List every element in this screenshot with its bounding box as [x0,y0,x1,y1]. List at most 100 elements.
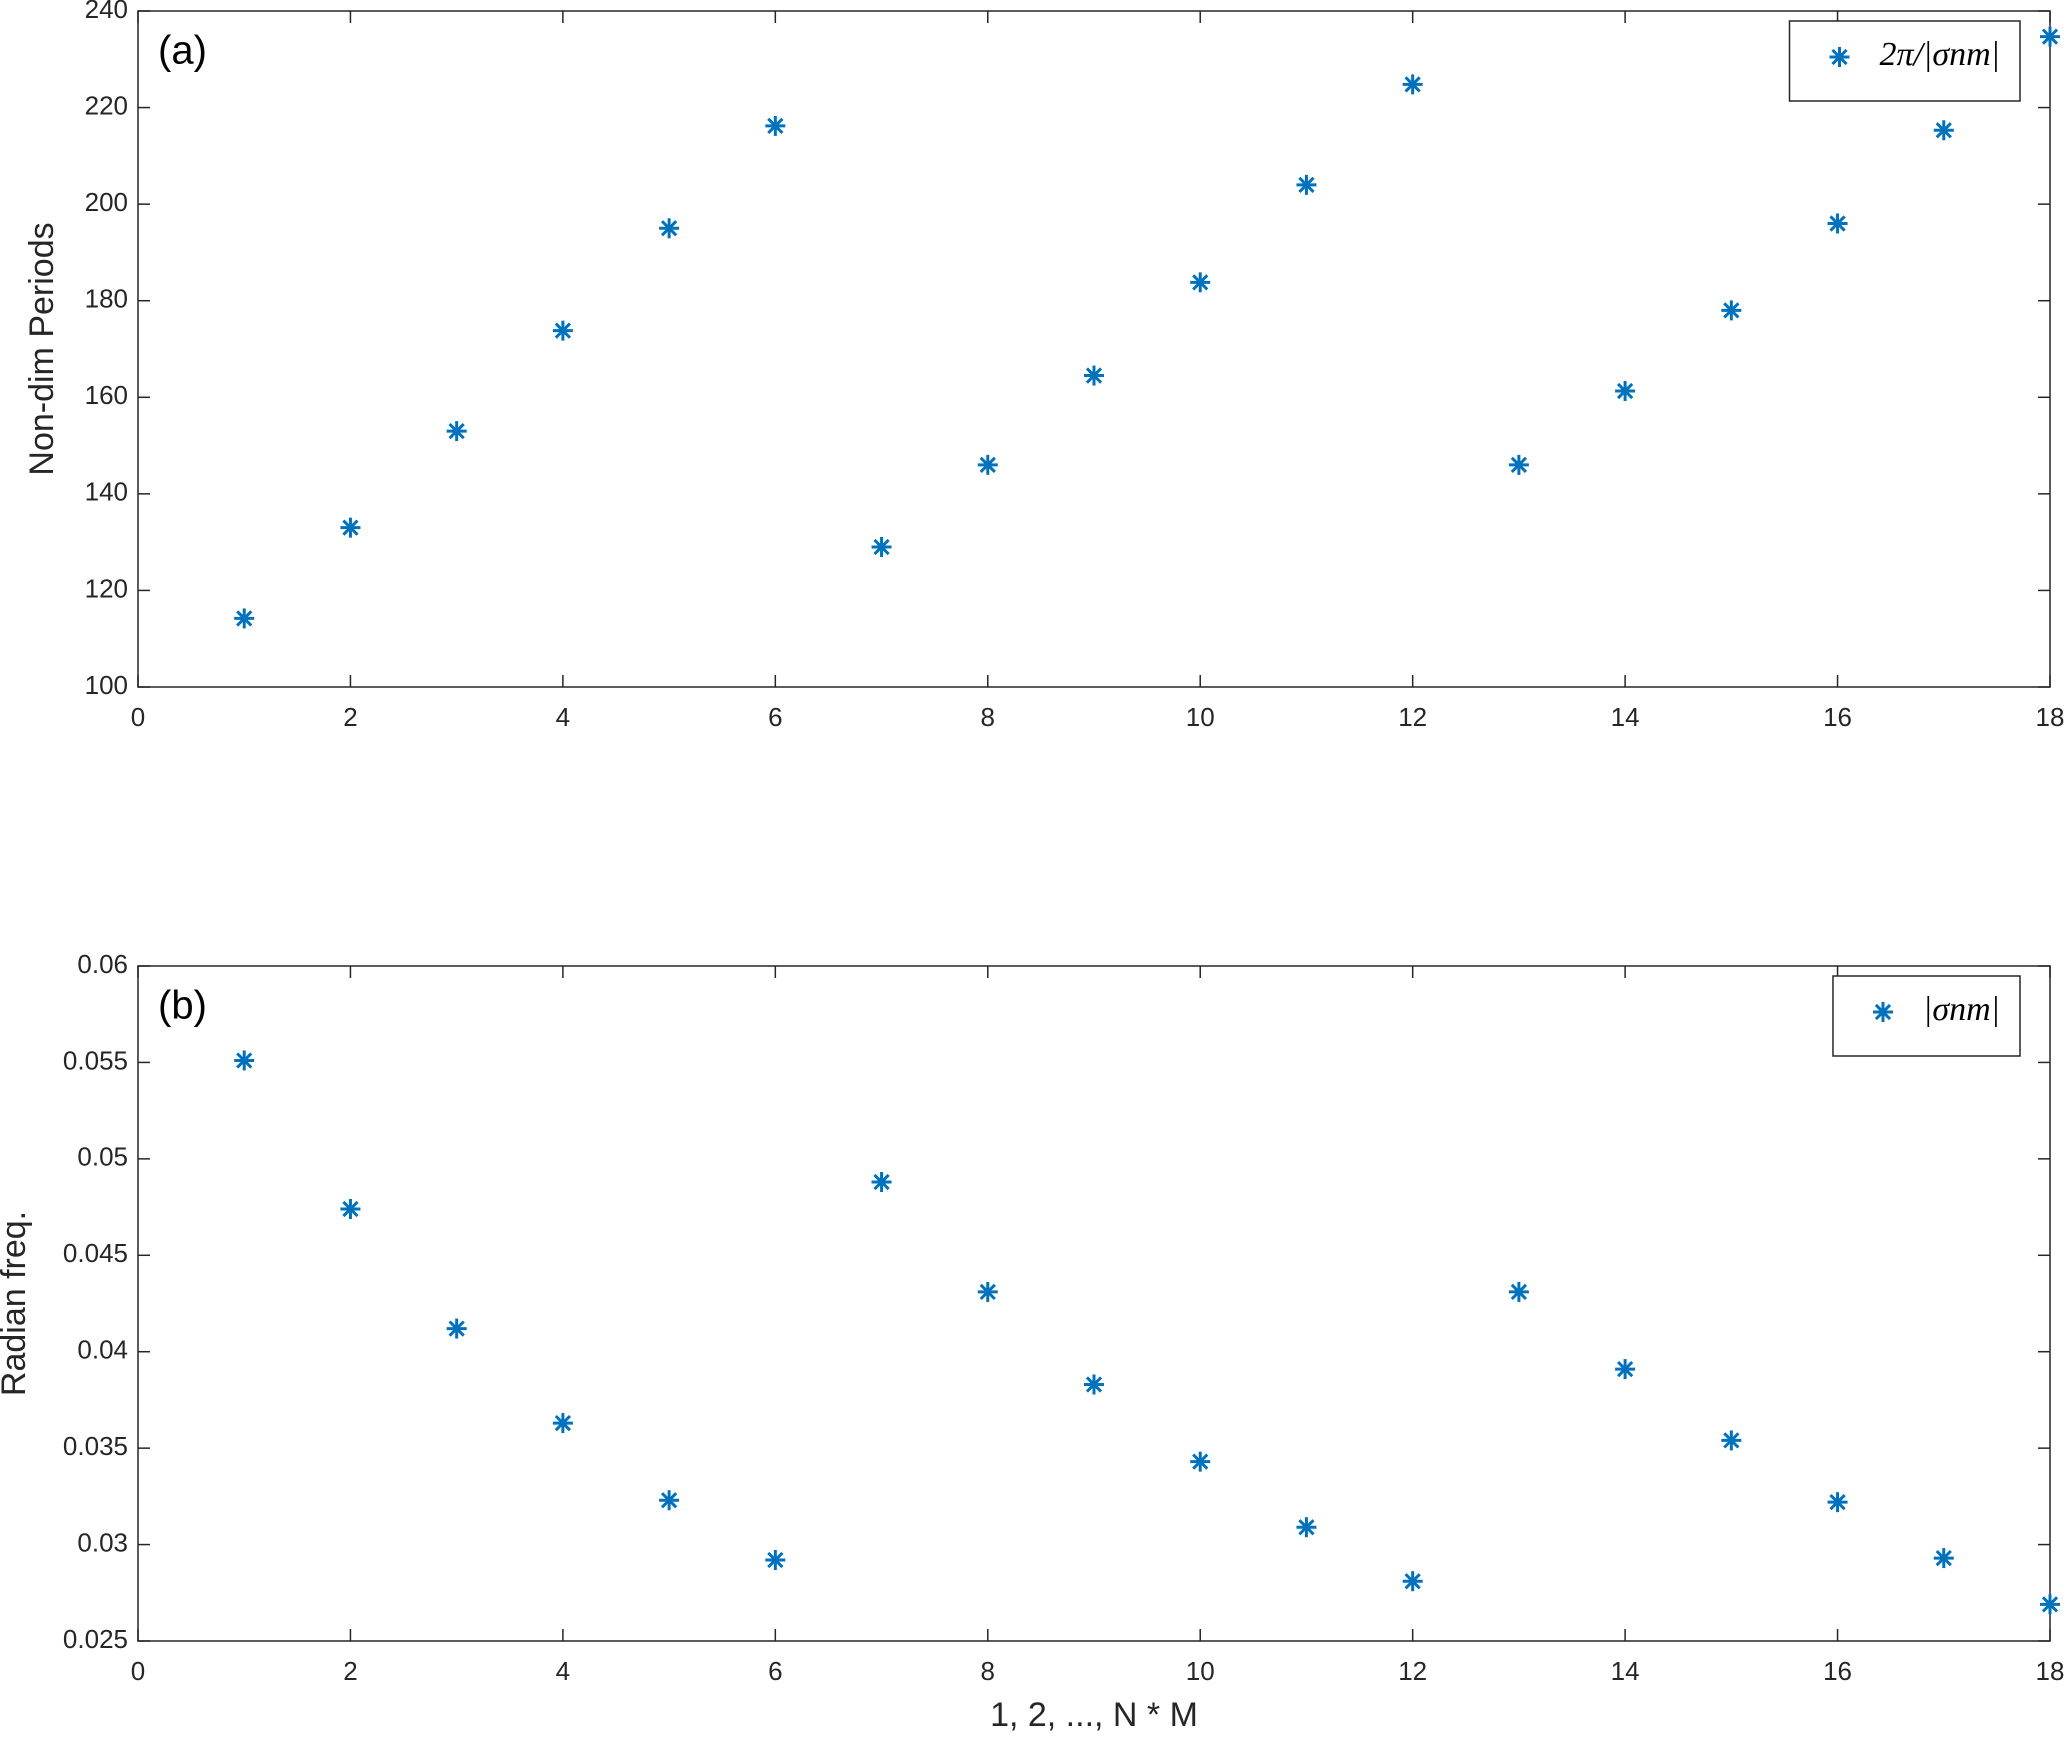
x-tick-label: 4 [556,1656,570,1686]
legend-label: 2π/|σnm| [1880,36,2001,73]
marker-stroke [236,1052,253,1069]
marker-stroke [1510,456,1528,474]
y-tick-label: 0.055 [63,1045,128,1075]
marker-stroke [448,1320,465,1337]
x-tick-label: 6 [768,702,782,732]
y-tick-label: 100 [85,670,128,700]
marker-stroke [1298,176,1315,193]
x-tick-label: 16 [1823,1656,1852,1686]
data-point [446,1318,467,1339]
y-tick-label: 0.06 [77,949,128,979]
marker-stroke [1192,274,1209,291]
marker-stroke [1510,1283,1528,1301]
y-tick-label: 140 [85,477,128,507]
marker-stroke [1829,215,1846,232]
data-point [1721,1430,1742,1451]
data-point [340,517,361,538]
data-point [2040,26,2060,47]
data-point [552,320,573,341]
y-tick-label: 0.05 [77,1142,128,1172]
y-tick-label: 240 [85,0,128,24]
marker-stroke [660,220,678,237]
panel-label: (b) [158,984,207,1028]
data-point [1190,1451,1211,1472]
marker-stroke [554,322,572,339]
marker-stroke [1935,122,1952,139]
marker-stroke [767,1551,784,1569]
data-point [552,1413,573,1434]
data-point [1933,1548,1954,1569]
data-point [871,536,892,557]
y-tick-label: 220 [85,90,128,120]
y-tick-label: 200 [85,187,128,217]
x-tick-label: 12 [1398,702,1427,732]
y-axis-label: Non-dim Periods [23,222,61,475]
y-tick-label: 0.045 [63,1238,128,1268]
marker-stroke [2041,1596,2059,1613]
legend: 2π/|σnm| [1788,20,2021,102]
y-tick-label: 0.035 [63,1431,128,1461]
marker-stroke [873,1173,890,1191]
data-point [1190,272,1211,293]
data-point [1508,1281,1529,1302]
data-point [2040,1594,2060,1615]
marker-stroke [1829,1494,1846,1511]
x-tick-label: 14 [1611,1656,1640,1686]
marker-stroke [1404,76,1421,93]
marker-stroke [342,1200,359,1218]
marker-stroke [767,117,784,135]
marker-stroke [660,1492,678,1509]
x-tick-label: 10 [1186,1656,1215,1686]
marker-stroke [554,1414,572,1432]
marker-stroke [1935,1549,1952,1567]
marker-stroke [1298,1519,1315,1536]
x-tick-label: 2 [343,702,357,732]
data-point [1402,1571,1423,1592]
marker-stroke [1404,1573,1421,1590]
x-tick-label: 0 [131,1656,145,1686]
x-tick-label: 18 [2036,1656,2065,1686]
y-tick-label: 160 [85,380,128,410]
x-tick-label: 0 [131,702,145,732]
marker-stroke [873,538,890,556]
data-point [340,1199,361,1219]
legend-label: |σnm| [1923,991,2000,1028]
y-tick-label: 0.04 [77,1335,128,1365]
data-point [1296,1517,1317,1538]
x-tick-label: 2 [343,1656,357,1686]
data-point [1084,1374,1104,1395]
marker-stroke [1831,48,1848,66]
x-tick-label: 18 [2036,702,2065,732]
marker-stroke [236,610,253,627]
data-point [871,1172,892,1192]
data-point [1827,1492,1848,1513]
data-point [1721,300,1742,321]
marker-stroke [1723,302,1740,319]
marker-stroke [2041,28,2059,45]
axes: 0 2 4 6 8 10 12 14 16 18 100 120 140 160 180 200 220 240 N… [23,0,2064,732]
data-point [659,218,680,239]
marker-stroke [1085,1376,1103,1393]
legend-marker [1829,47,1850,67]
y-tick-label: 0.025 [63,1624,128,1654]
y-tick-label: 180 [85,284,128,314]
marker-stroke [1723,1432,1740,1449]
x-tick-label: 6 [768,1656,782,1686]
legend-marker [1872,1002,1893,1022]
data-point [659,1490,680,1511]
marker-stroke [979,1283,996,1301]
data-point [1615,1359,1636,1380]
x-tick-label: 16 [1823,702,1852,732]
marker-stroke [1192,1453,1209,1470]
y-tick-label: 0.03 [77,1527,128,1557]
panel-label: (a) [158,29,207,73]
marker-stroke [1616,382,1634,400]
marker-stroke [342,519,359,536]
marker-stroke [1874,1003,1892,1021]
data-point [1827,213,1848,234]
legend-box [1788,20,2021,102]
data-point [1933,120,1954,141]
data-point [1084,365,1104,386]
x-axis-label: 1, 2, ..., N * M [990,1696,1198,1734]
